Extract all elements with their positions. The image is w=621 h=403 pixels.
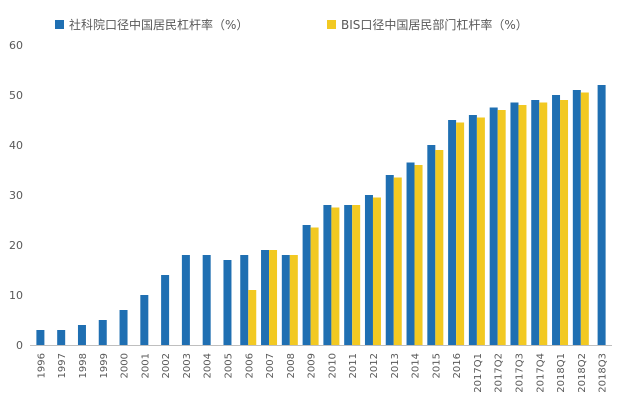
bar-series-1 (223, 260, 232, 345)
y-tick-label: 60 (9, 39, 23, 52)
legend-label-series-2: BIS口径中国居民部门杠杆率（%） (341, 17, 528, 32)
bar-series-2 (456, 122, 465, 345)
bar-series-1 (240, 255, 249, 345)
bar-series-1 (344, 205, 353, 345)
bar-series-1 (406, 162, 415, 345)
bar-series-1 (302, 225, 311, 345)
x-tick-label: 2016 (452, 353, 463, 378)
bar-series-1 (140, 295, 149, 345)
x-tick-label: 1999 (99, 353, 110, 378)
bar-series-2 (580, 92, 589, 345)
x-tick-label: 2011 (348, 353, 359, 378)
bar-series-1 (323, 205, 332, 345)
bar-series-2 (435, 150, 444, 345)
x-tick-label: 2014 (411, 353, 422, 378)
bar-series-1 (364, 195, 373, 345)
bar-series-1 (510, 102, 519, 345)
bar-series-1 (36, 330, 45, 345)
bar-series-1 (119, 310, 128, 345)
legend-swatch-series-1 (55, 20, 64, 29)
x-tick-label: 2004 (203, 353, 214, 378)
bars (36, 85, 606, 345)
x-tick-label: 1997 (57, 353, 68, 378)
x-tick-label: 2009 (307, 353, 318, 378)
legend: 社科院口径中国居民杠杆率（%） BIS口径中国居民部门杠杆率（%） (55, 17, 528, 32)
bar-series-2 (372, 197, 381, 345)
bar-series-1 (281, 255, 290, 345)
x-tick-label: 2018Q2 (577, 353, 588, 393)
bar-series-2 (393, 177, 402, 345)
bar-series-1 (57, 330, 66, 345)
x-tick-label: 2007 (265, 353, 276, 378)
x-tick-label: 2012 (369, 353, 380, 378)
bar-series-1 (448, 120, 457, 345)
bar-series-1 (489, 107, 498, 345)
bar-series-2 (331, 207, 340, 345)
bar-series-1 (552, 95, 561, 345)
bar-series-1 (181, 255, 190, 345)
bar-series-1 (531, 100, 540, 345)
bar-series-2 (289, 255, 298, 345)
bar-series-2 (310, 227, 319, 345)
x-tick-label: 2010 (327, 353, 338, 378)
bar-series-1 (202, 255, 211, 345)
x-tick-label: 2001 (140, 353, 151, 378)
bar-series-1 (77, 325, 86, 345)
x-tick-label: 2017Q4 (535, 353, 546, 393)
bar-series-1 (98, 320, 107, 345)
bar-series-1 (468, 115, 477, 345)
bar-series-2 (539, 102, 548, 345)
bar-series-2 (414, 165, 423, 345)
x-tick-label: 2000 (120, 353, 131, 378)
legend-label-series-1: 社科院口径中国居民杠杆率（%） (69, 17, 248, 32)
x-tick-label: 2013 (390, 353, 401, 378)
y-axis-ticks: 0 10 20 30 40 50 60 (9, 39, 23, 352)
x-tick-label: 2003 (182, 353, 193, 378)
legend-swatch-series-2 (327, 20, 336, 29)
x-tick-label: 1998 (78, 353, 89, 378)
y-tick-label: 30 (9, 189, 23, 202)
x-tick-label: 2006 (244, 353, 255, 378)
x-tick-label: 2005 (223, 353, 234, 378)
bar-series-2 (269, 250, 278, 345)
bar-series-2 (248, 290, 257, 345)
bar-series-2 (560, 100, 569, 345)
x-tick-label: 2015 (431, 353, 442, 378)
bar-series-2 (497, 110, 506, 345)
y-tick-label: 10 (9, 289, 23, 302)
x-tick-label: 2017Q1 (473, 353, 484, 393)
bar-series-1 (427, 145, 436, 345)
x-tick-label: 2018Q1 (556, 353, 567, 393)
bar-series-2 (476, 117, 485, 345)
x-tick-label: 2002 (161, 353, 172, 378)
bar-series-1 (385, 175, 394, 345)
x-axis-ticks: 1996 1997 1998 1999 2000 2001 2002 2003 2004 2005… (36, 353, 608, 393)
y-tick-label: 40 (9, 139, 23, 152)
bar-series-2 (518, 105, 527, 345)
bar-series-1 (161, 275, 170, 345)
y-tick-label: 50 (9, 89, 23, 102)
bar-series-1 (597, 85, 606, 345)
x-tick-label: 2018Q3 (598, 353, 609, 393)
bar-series-2 (352, 205, 361, 345)
bar-series-1 (261, 250, 270, 345)
x-tick-label: 2017Q2 (494, 353, 505, 393)
x-tick-label: 1996 (36, 353, 47, 378)
bar-series-1 (572, 90, 581, 345)
x-tick-label: 2008 (286, 353, 297, 378)
y-tick-label: 20 (9, 239, 23, 252)
x-tick-label: 2017Q3 (514, 353, 525, 393)
y-tick-label: 0 (16, 339, 23, 352)
